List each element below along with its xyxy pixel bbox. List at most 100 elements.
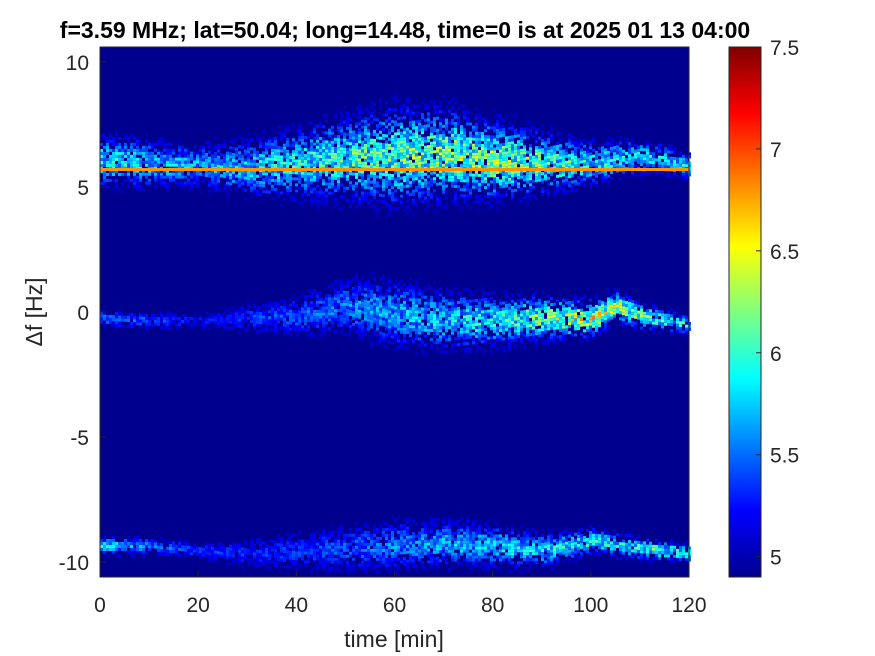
heatmap-cell [616,298,619,302]
heatmap-cell [418,331,421,335]
heatmap-cell [394,135,397,139]
heatmap-cell [223,156,226,160]
heatmap-cell [409,100,412,104]
heatmap-cell [175,160,178,164]
heatmap-cell [568,139,571,143]
heatmap-cell [220,165,223,169]
heatmap-cell [322,113,325,117]
heatmap-cell [607,141,610,145]
heatmap-cell [454,136,457,140]
heatmap-cell [232,164,235,168]
heatmap-cell [160,142,163,146]
heatmap-cell [175,163,178,167]
heatmap-cell [376,303,379,307]
heatmap-cell [301,183,304,187]
heatmap-cell [328,128,331,132]
heatmap-cell [418,188,421,192]
heatmap-cell [646,145,649,149]
heatmap-cell [394,120,397,124]
heatmap-cell [421,143,424,147]
heatmap-cell [604,157,607,161]
heatmap-cell [403,143,406,147]
heatmap-cell [301,141,304,145]
heatmap-cell [247,144,250,148]
heatmap-cell [586,314,589,318]
heatmap-cell [574,152,577,156]
heatmap-cell [604,154,607,158]
heatmap-cell [226,163,229,167]
heatmap-cell [313,142,316,146]
heatmap-cell [145,154,148,158]
heatmap-cell [349,127,352,131]
heatmap-cell [514,338,517,342]
heatmap-cell [355,172,358,176]
heatmap-cell [340,296,343,300]
heatmap-cell [619,296,622,300]
heatmap-cell [478,331,481,335]
heatmap-cell [466,326,469,330]
heatmap-cell [496,128,499,132]
heatmap-cell [400,345,403,349]
heatmap-cell [334,318,337,322]
heatmap-cell [439,299,442,303]
heatmap-cell [469,329,472,333]
heatmap-cell [355,124,358,128]
heatmap-cell [253,183,256,187]
heatmap-cell [502,202,505,206]
heatmap-cell [355,142,358,146]
heatmap-cell [478,325,481,329]
heatmap-cell [550,170,553,174]
heatmap-cell [301,328,304,332]
heatmap-cell [226,184,229,188]
heatmap-cell [433,159,436,163]
heatmap-cell [118,136,121,140]
heatmap-cell [568,163,571,167]
heatmap-cell [445,308,448,312]
heatmap-cell [319,164,322,168]
heatmap-cell [337,300,340,304]
heatmap-cell [349,139,352,143]
heatmap-cell [391,177,394,181]
heatmap-cell [319,173,322,177]
heatmap-cell [205,170,208,174]
heatmap-cell [253,189,256,193]
heatmap-cell [445,299,448,303]
heatmap-cell [367,150,370,154]
heatmap-cell [649,169,652,173]
heatmap-cell [451,106,454,110]
heatmap-cell [478,200,481,204]
heatmap-cell [241,169,244,173]
heatmap-cell [556,335,559,339]
heatmap-cell [346,150,349,154]
heatmap-cell [253,311,256,315]
heatmap-cell [589,328,592,332]
heatmap-cell [478,173,481,177]
heatmap-cell [421,340,424,344]
heatmap-cell [391,141,394,145]
heatmap-cell [139,313,142,317]
heatmap-cell [229,188,232,192]
heatmap-cell [286,155,289,159]
heatmap-cell [310,133,313,137]
heatmap-cell [514,131,517,135]
heatmap-cell [634,173,637,177]
heatmap-cell [439,287,442,291]
heatmap-cell [454,319,457,323]
heatmap-cell [214,321,217,325]
heatmap-cell [589,322,592,326]
heatmap-cell [475,164,478,168]
heatmap-cell [427,175,430,179]
heatmap-cell [265,157,268,161]
heatmap-cell [223,322,226,326]
heatmap-cell [412,292,415,296]
heatmap-cell [370,343,373,347]
heatmap-cell [400,107,403,111]
heatmap-cell [115,169,118,173]
heatmap-cell [595,165,598,169]
heatmap-cell [628,145,631,149]
heatmap-cell [409,136,412,140]
heatmap-cell [295,165,298,169]
heatmap-cell [469,158,472,162]
heatmap-cell [151,323,154,326]
heatmap-cell [331,282,334,286]
